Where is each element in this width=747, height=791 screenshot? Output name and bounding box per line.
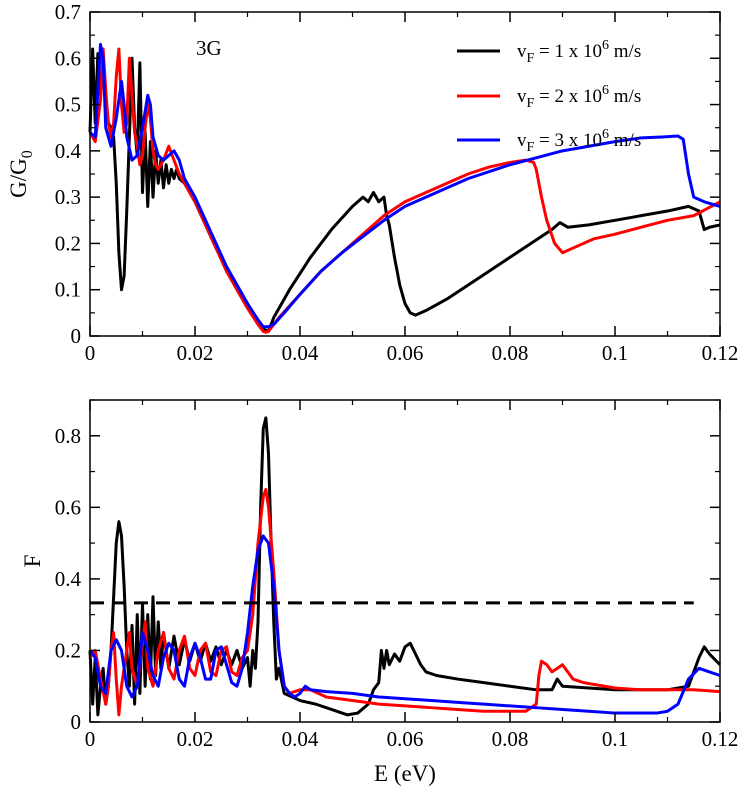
fano-xtick-label: 0.06 [387,727,424,751]
fano-series-line-2 [88,487,721,717]
x-axis-label: E (eV) [374,761,436,786]
conductance-ytick-label: 0.7 [55,0,81,24]
conductance-ytick-label: 0 [71,324,82,348]
fano-series-group [88,416,722,717]
conductance-ticks: 0 0.02 0.04 0.06 0.08 0.1 0.12 0 0.1 0.2 0.3 0.4 0.5… [55,0,739,365]
fano-ytick-label: 0.4 [55,567,82,591]
fano-xtick-label: 0.08 [492,727,529,751]
conductance-series-line-3 [89,42,721,329]
legend-entry-vf3: vF = 3 x 106 m/s [457,127,641,155]
conductance-series-line-2 [88,47,721,334]
conductance-panel: 0 0.02 0.04 0.06 0.08 0.1 0.12 0 0.1 0.2 0.3 0.4 0.5… [6,0,738,365]
conductance-ytick-label: 0.4 [55,139,82,163]
fano-series-line-3 [88,534,721,715]
fano-xtick-label: 0.1 [602,727,628,751]
fano-ticks: 0 0.02 0.04 0.06 0.08 0.1 0.12 0 0.2 0.4 0.6 0.8 [55,399,739,751]
fano-y-axis-label: F [20,555,45,568]
legend-entry-vf2: vF = 2 x 106 m/s [457,83,641,111]
legend-label-vf2: vF = 2 x 106 m/s [517,83,641,111]
conductance-xtick-label: 0.12 [702,341,739,365]
conductance-xtick-label: 0.06 [387,341,424,365]
ylabel-subscript: 0 [19,150,36,158]
fano-ytick-label: 0.8 [55,424,81,448]
conductance-ytick-label: 0.2 [55,231,81,255]
conductance-series-group [88,42,721,334]
legend-entry-vf1: vF = 1 x 106 m/s [457,38,641,66]
fano-xtick-label: 0 [85,727,96,751]
conductance-ytick-label: 0.6 [55,46,81,70]
legend-label-vf1: vF = 1 x 106 m/s [517,38,641,66]
conductance-xtick-label: 0 [85,341,96,365]
conductance-xtick-label: 0.02 [177,341,214,365]
fano-ytick-label: 0 [71,710,82,734]
conductance-ytick-label: 0.5 [55,93,81,117]
legend: vF = 1 x 106 m/s vF = 2 x 106 m/s vF = 3… [457,38,641,155]
fano-ytick-label: 0.2 [55,638,81,662]
panel-annotation-3g: 3G [196,36,222,60]
conductance-xtick-label: 0.1 [602,341,628,365]
legend-label-vf3: vF = 3 x 106 m/s [517,127,641,155]
fano-xtick-label: 0.04 [282,727,319,751]
fano-xtick-label: 0.02 [177,727,214,751]
conductance-ytick-label: 0.3 [55,185,81,209]
ylabel-main: G/G [6,158,31,198]
conductance-xtick-label: 0.08 [492,341,529,365]
fano-xtick-label: 0.12 [702,727,739,751]
conductance-xtick-label: 0.04 [282,341,319,365]
conductance-y-axis-label: G/G0 [6,150,36,198]
fano-ytick-label: 0.6 [55,495,81,519]
conductance-ytick-label: 0.1 [55,278,81,302]
